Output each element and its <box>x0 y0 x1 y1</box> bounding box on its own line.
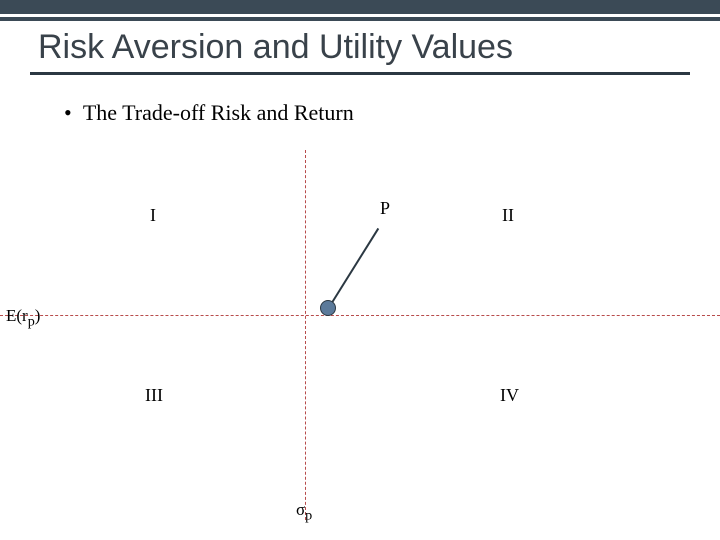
point-p-dot <box>320 300 336 316</box>
stripe-dark-1 <box>0 0 720 14</box>
arrow-to-p <box>327 228 379 310</box>
vertical-axis <box>305 150 306 520</box>
quadrant-label-i: I <box>150 205 156 226</box>
stripe-dark-2 <box>0 17 720 21</box>
x-axis-sigma: σ <box>296 500 305 519</box>
header-stripes <box>0 0 720 21</box>
point-p-label: P <box>380 198 390 219</box>
title-underline <box>30 72 690 75</box>
slide: Risk Aversion and Utility Values • The T… <box>0 0 720 540</box>
quadrant-label-iv: IV <box>500 385 519 406</box>
x-axis-label: σp <box>296 500 312 524</box>
x-axis-sub: p <box>305 507 312 523</box>
y-axis-label-main: E(r <box>6 306 28 325</box>
bullet-icon: • <box>64 100 72 125</box>
subtitle: • The Trade-off Risk and Return <box>64 100 354 126</box>
quadrant-label-iii: III <box>145 385 163 406</box>
page-title: Risk Aversion and Utility Values <box>38 28 513 67</box>
quadrant-label-ii: II <box>502 205 514 226</box>
y-axis-label: E(rp) <box>6 306 40 330</box>
subtitle-text: The Trade-off Risk and Return <box>83 100 354 125</box>
y-axis-label-close: ) <box>35 306 41 325</box>
quadrant-diagram: I II III IV P E(rp) σp <box>0 150 720 520</box>
horizontal-axis <box>0 315 720 316</box>
y-axis-label-sub: p <box>28 313 35 329</box>
